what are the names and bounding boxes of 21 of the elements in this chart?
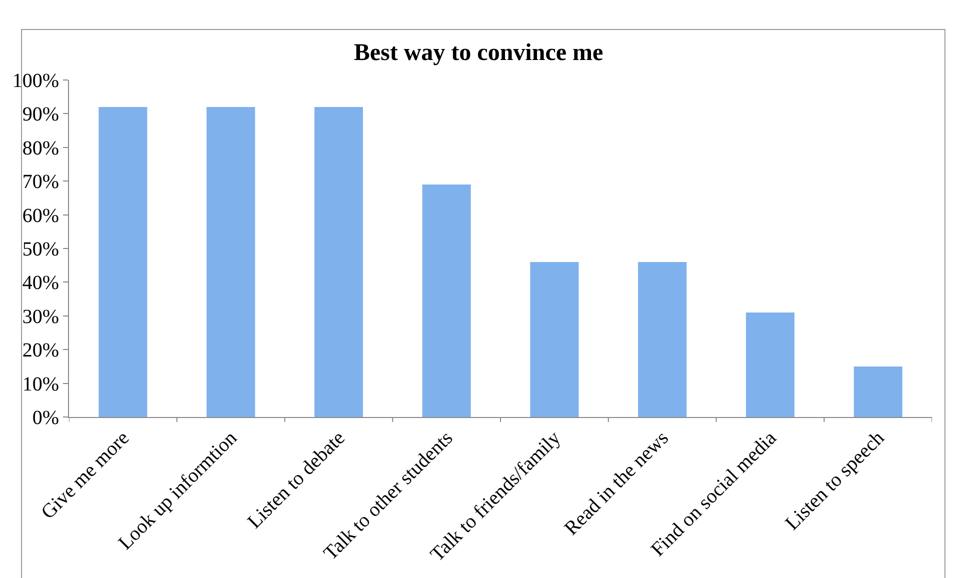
y-tick-label: 40% — [22, 272, 59, 294]
y-tick-label: 90% — [22, 104, 59, 126]
bar — [854, 366, 902, 417]
x-tick-label: Give me more — [37, 426, 134, 524]
bar — [530, 262, 579, 417]
bar — [314, 106, 363, 417]
y-tick-label: 100% — [12, 70, 59, 92]
bar — [98, 106, 148, 417]
y-tick-label: 60% — [22, 204, 59, 227]
y-tick-label: 30% — [22, 306, 59, 328]
y-tick-label: 70% — [22, 171, 59, 194]
y-tick-label: 80% — [22, 137, 59, 160]
bar — [638, 262, 687, 417]
bar — [422, 184, 471, 417]
y-tick-label: 0% — [32, 407, 59, 429]
y-tick-label: 10% — [22, 373, 59, 396]
bar — [206, 106, 256, 417]
bar — [746, 312, 794, 417]
y-tick-label: 20% — [22, 340, 59, 362]
chart-title: Best way to convince me — [354, 40, 604, 66]
y-tick-label: 50% — [22, 238, 59, 260]
